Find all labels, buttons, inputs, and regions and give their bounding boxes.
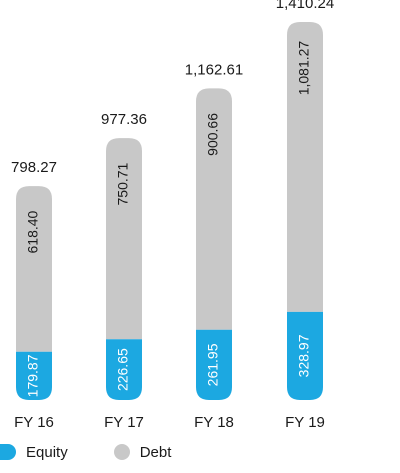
bar-equity-3 — [287, 311, 323, 400]
legend-item-debt: Debt — [113, 443, 172, 461]
legend-swatch-debt — [113, 444, 130, 460]
category-label-3: FY 19 — [285, 414, 325, 431]
category-label-2: FY 18 — [194, 414, 234, 431]
legend-item-equity: Equity — [0, 444, 68, 461]
bar-debt-3 — [287, 22, 323, 312]
debt-value-label-0: 618.40 — [25, 210, 41, 253]
total-label-2: 1,162.61 — [185, 61, 243, 78]
legend: Equity Debt — [0, 440, 217, 464]
legend-label-debt: Debt — [139, 443, 172, 461]
bar-debt-0 — [16, 186, 52, 352]
total-label-3: 1,410.24 — [276, 0, 334, 12]
debt-value-label-3: 1,081.27 — [296, 41, 312, 96]
bar-debt-1 — [106, 138, 142, 340]
legend-label-equity: Equity — [26, 443, 68, 461]
total-label-1: 977.36 — [101, 111, 147, 128]
debt-value-label-2: 900.66 — [205, 113, 221, 156]
category-label-1: FY 17 — [104, 414, 144, 431]
debt-value-label-1: 750.71 — [115, 162, 131, 205]
category-label-0: FY 16 — [14, 414, 54, 431]
bar-equity-2 — [196, 329, 232, 400]
bar-equity-0 — [16, 351, 52, 400]
bar-equity-1 — [106, 339, 142, 400]
equity-value-label-2: 261.95 — [205, 343, 221, 386]
equity-value-label-3: 328.97 — [296, 334, 312, 377]
equity-value-label-0: 179.87 — [25, 354, 41, 397]
total-label-0: 798.27 — [11, 159, 57, 176]
legend-swatch-equity — [0, 444, 16, 460]
equity-value-label-1: 226.65 — [115, 348, 131, 391]
bar-debt-2 — [196, 88, 232, 330]
